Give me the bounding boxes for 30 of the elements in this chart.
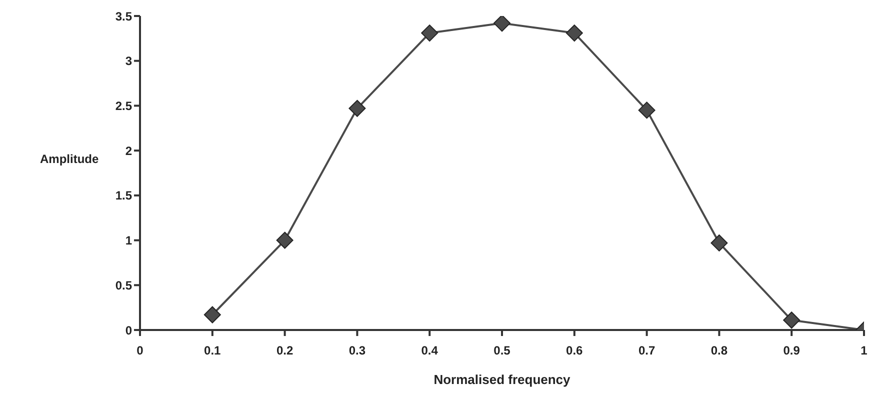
point (710, 234, 728, 252)
x-tick-label: 0.4 (421, 344, 438, 358)
x-tick-label: 0 (136, 344, 144, 358)
point (566, 24, 583, 42)
y-tick-label: 0 (125, 323, 132, 338)
x-tick-label: 0.7 (638, 344, 656, 358)
point (783, 312, 800, 329)
y-axis-title: Amplitude (40, 152, 99, 166)
y-tick-label: 3 (125, 54, 132, 68)
x-tick-label: 0.6 (566, 344, 584, 358)
y-tick-label: 2.5 (115, 98, 132, 113)
y-tick-label: 2 (125, 144, 132, 158)
point (204, 306, 221, 324)
x-tick-label: 0.3 (348, 344, 366, 358)
y-tick-label: 3.5 (115, 9, 132, 24)
point (276, 232, 294, 249)
point (421, 24, 438, 42)
point (638, 102, 656, 119)
x-axis-title: Normalised frequency (434, 372, 572, 387)
x-tick-label: 0.9 (783, 344, 800, 358)
y-tick-label: 0.5 (115, 278, 132, 292)
y-tick-label: 1.5 (115, 188, 132, 203)
point (348, 100, 366, 117)
x-tick-label: 1 (860, 344, 868, 358)
x-tick-label: 0.2 (276, 344, 294, 358)
point (494, 16, 510, 32)
x-tick-label: 0.8 (710, 344, 728, 358)
x-tick-label: 0.1 (204, 344, 222, 358)
y-tick-label: 1 (125, 234, 132, 248)
x-tick-label: 0.5 (494, 344, 511, 358)
